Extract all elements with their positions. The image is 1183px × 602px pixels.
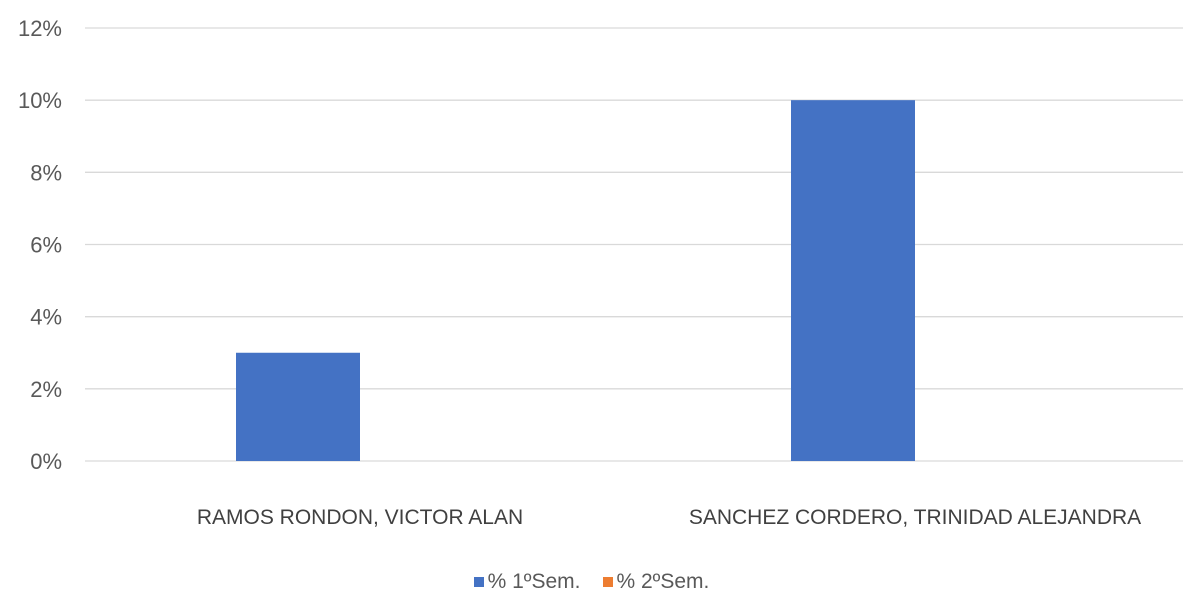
y-tick-label: 4% bbox=[30, 305, 62, 330]
y-axis-ticks: 0% 2% 4% 6% 8% 10% 12% bbox=[18, 16, 62, 474]
legend-label-series-2: % 2ºSem. bbox=[616, 570, 710, 593]
y-tick-label: 10% bbox=[18, 88, 62, 113]
y-tick-label: 0% bbox=[30, 449, 62, 474]
legend: % 1ºSem. % 2ºSem. bbox=[0, 570, 1183, 594]
legend-swatch-series-2 bbox=[602, 577, 613, 587]
y-tick-label: 6% bbox=[30, 233, 62, 258]
legend-swatch-series-1 bbox=[473, 577, 484, 587]
x-category-label: RAMOS RONDON, VICTOR ALAN bbox=[197, 506, 523, 529]
legend-label-series-1: % 1ºSem. bbox=[487, 570, 581, 593]
legend-item-series-1: % 1ºSem. bbox=[473, 570, 581, 594]
y-tick-label: 2% bbox=[30, 377, 62, 402]
y-tick-label: 8% bbox=[30, 160, 62, 185]
legend-item-series-2: % 2ºSem. bbox=[602, 570, 710, 594]
x-category-label: SANCHEZ CORDERO, TRINIDAD ALEJANDRA bbox=[689, 506, 1141, 529]
bar-1-1 bbox=[236, 352, 360, 461]
bars bbox=[236, 100, 915, 462]
bar-1-2 bbox=[791, 100, 915, 462]
x-axis-categories: RAMOS RONDON, VICTOR ALAN SANCHEZ CORDERO… bbox=[197, 506, 1141, 529]
y-tick-label: 12% bbox=[18, 16, 62, 41]
